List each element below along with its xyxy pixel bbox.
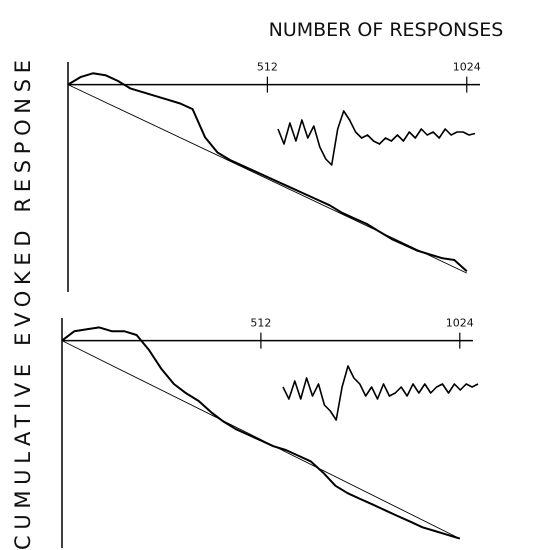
cumulative-curve (67, 72, 468, 273)
x-tick-label: 1024 (446, 317, 474, 330)
x-tick-label: 512 (250, 317, 271, 330)
inset-waveform (277, 110, 476, 166)
y-axis-label: CUMULATIVE EVOKED RESPONSE (11, 60, 35, 550)
x-axis-label: NUMBER OF RESPONSES (269, 19, 504, 41)
x-tick-label: 512 (257, 61, 278, 74)
x-tick-label: 1024 (453, 61, 481, 74)
cumulative-curve (61, 326, 461, 540)
inset-waveform (282, 365, 479, 421)
reference-line (67, 84, 467, 274)
reference-line (61, 340, 461, 540)
